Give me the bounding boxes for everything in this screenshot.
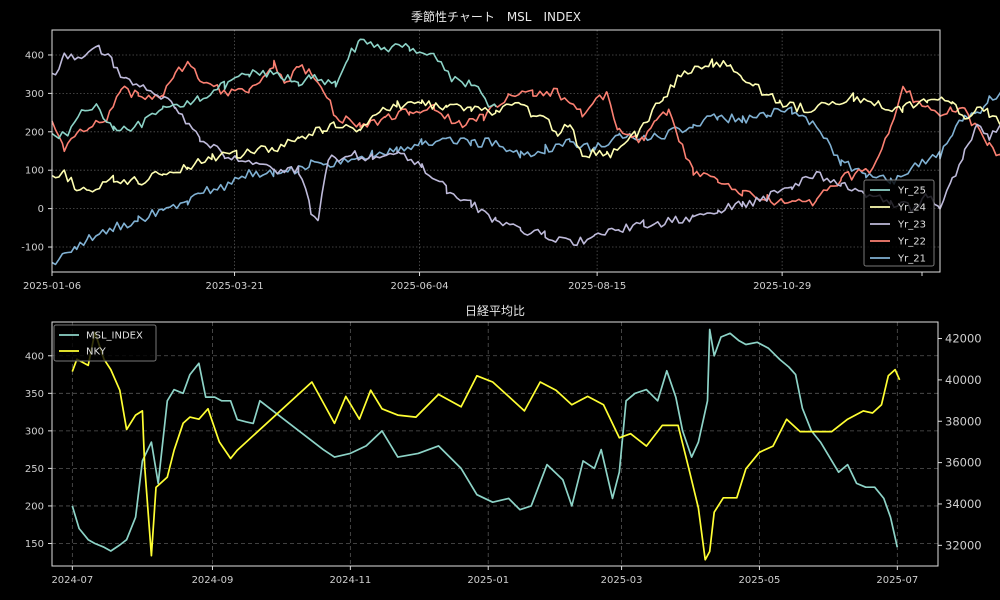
x-tick-label: 2025-01 [467, 575, 509, 586]
series-line-yr_25 [51, 38, 497, 140]
legend-label-yr_22: Yr_22 [897, 237, 926, 248]
series-line-yr_23 [51, 44, 1000, 247]
y-tick-label: 300 [25, 89, 44, 100]
y-left-tick-label: 350 [25, 389, 44, 400]
x-tick-label: 2024-11 [329, 575, 371, 586]
plot-frame-2 [51, 321, 939, 567]
chart-title-2: 日経平均比 [465, 304, 525, 318]
x-tick-label: 2025-01-06 [23, 281, 81, 292]
x-tick-label: 2025-07 [876, 575, 918, 586]
legend-label-nky: NKY [86, 347, 107, 358]
plot-frame [51, 29, 941, 273]
chart-title: 季節性チャート MSL INDEX [411, 9, 581, 24]
series-line-yr_22 [51, 59, 1000, 207]
legend-label-yr_23: Yr_23 [897, 220, 926, 231]
series-line-nky [71, 331, 901, 561]
y-left-tick-label: 200 [25, 501, 44, 512]
series-line-msl-index [71, 328, 899, 552]
x-tick-label: 2025-10-29 [753, 281, 811, 292]
y-right-tick-label: 36000 [945, 456, 982, 470]
x-tick-label: 2025-08-15 [568, 281, 626, 292]
y-tick-label: 400 [25, 50, 44, 61]
y-right-tick-label: 38000 [945, 414, 982, 428]
x-tick-label: 2025-06-04 [390, 281, 448, 292]
series-line-yr_21 [51, 91, 1000, 266]
legend-label-yr_21: Yr_21 [897, 254, 926, 265]
x-tick-label: 2024-09 [192, 575, 234, 586]
x-tick-label: 2024-07 [51, 575, 93, 586]
legend-label-yr_24: Yr_24 [897, 203, 926, 214]
y-right-tick-label: 34000 [945, 497, 982, 511]
y-left-tick-label: 300 [25, 426, 44, 437]
y-left-tick-label: 250 [25, 464, 44, 475]
legend-label-yr_25: Yr_25 [897, 186, 926, 197]
legend-box-2 [53, 324, 157, 362]
y-left-tick-label: 150 [25, 539, 44, 550]
y-tick-label: 100 [25, 166, 44, 177]
y-tick-label: 200 [25, 127, 44, 138]
legend-label-msl-index: MSL_INDEX [86, 331, 143, 342]
legend-box [863, 179, 935, 267]
y-tick-label: 0 [38, 204, 44, 215]
y-left-tick-label: 400 [25, 351, 44, 362]
x-tick-label: 2025-05 [739, 575, 781, 586]
y-tick-label: -100 [21, 243, 44, 254]
y-right-tick-label: 32000 [945, 538, 982, 552]
x-tick-label: 2025-03 [601, 575, 643, 586]
x-tick-label: 2025-03-21 [205, 281, 263, 292]
y-right-tick-label: 42000 [945, 332, 982, 346]
series-line-yr_24 [51, 58, 1000, 193]
y-right-tick-label: 40000 [945, 373, 982, 387]
